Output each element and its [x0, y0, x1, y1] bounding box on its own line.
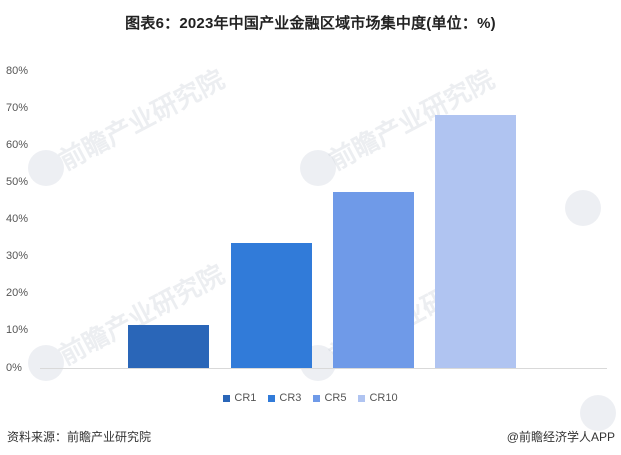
y-tick-label: 20%: [6, 287, 29, 299]
legend-swatch: [268, 394, 276, 402]
bar-cr10: [435, 114, 516, 368]
y-tick-label: 50%: [6, 176, 29, 188]
y-tick-label: 70%: [6, 102, 29, 114]
y-tick-label: 80%: [6, 65, 29, 77]
chart-title: 图表6：2023年中国产业金融区域市场集中度(单位：%): [125, 15, 496, 32]
legend-swatch: [223, 394, 231, 402]
watermark-logo-icon: [565, 190, 601, 226]
legend-label: CR3: [279, 392, 302, 404]
y-tick-label: 0%: [6, 362, 22, 374]
legend: CR1 CR3 CR5 CR10: [0, 392, 621, 404]
source-note: 资料来源：前瞻产业研究院: [7, 430, 152, 444]
legend-item-cr1: CR1: [223, 392, 256, 404]
legend-item-cr10: CR10: [358, 392, 398, 404]
legend-swatch: [358, 394, 366, 402]
legend-item-cr5: CR5: [313, 392, 346, 404]
legend-label: CR1: [234, 392, 257, 404]
y-tick-label: 10%: [6, 324, 29, 336]
bar-cr1: [128, 324, 209, 368]
y-tick-label: 60%: [6, 139, 29, 151]
legend-label: CR5: [324, 392, 347, 404]
watermark: 前瞻产业研究院: [54, 63, 230, 176]
bar-cr5: [333, 192, 414, 368]
y-tick-label: 40%: [6, 213, 29, 225]
x-axis-line: [40, 368, 607, 369]
legend-swatch: [313, 394, 321, 402]
credit-note: @前瞻经济学人APP: [506, 430, 615, 444]
bar-cr3: [231, 242, 312, 368]
legend-item-cr3: CR3: [268, 392, 301, 404]
y-tick-label: 30%: [6, 250, 29, 262]
legend-label: CR10: [369, 392, 398, 404]
watermark-logo-icon: [300, 150, 336, 186]
